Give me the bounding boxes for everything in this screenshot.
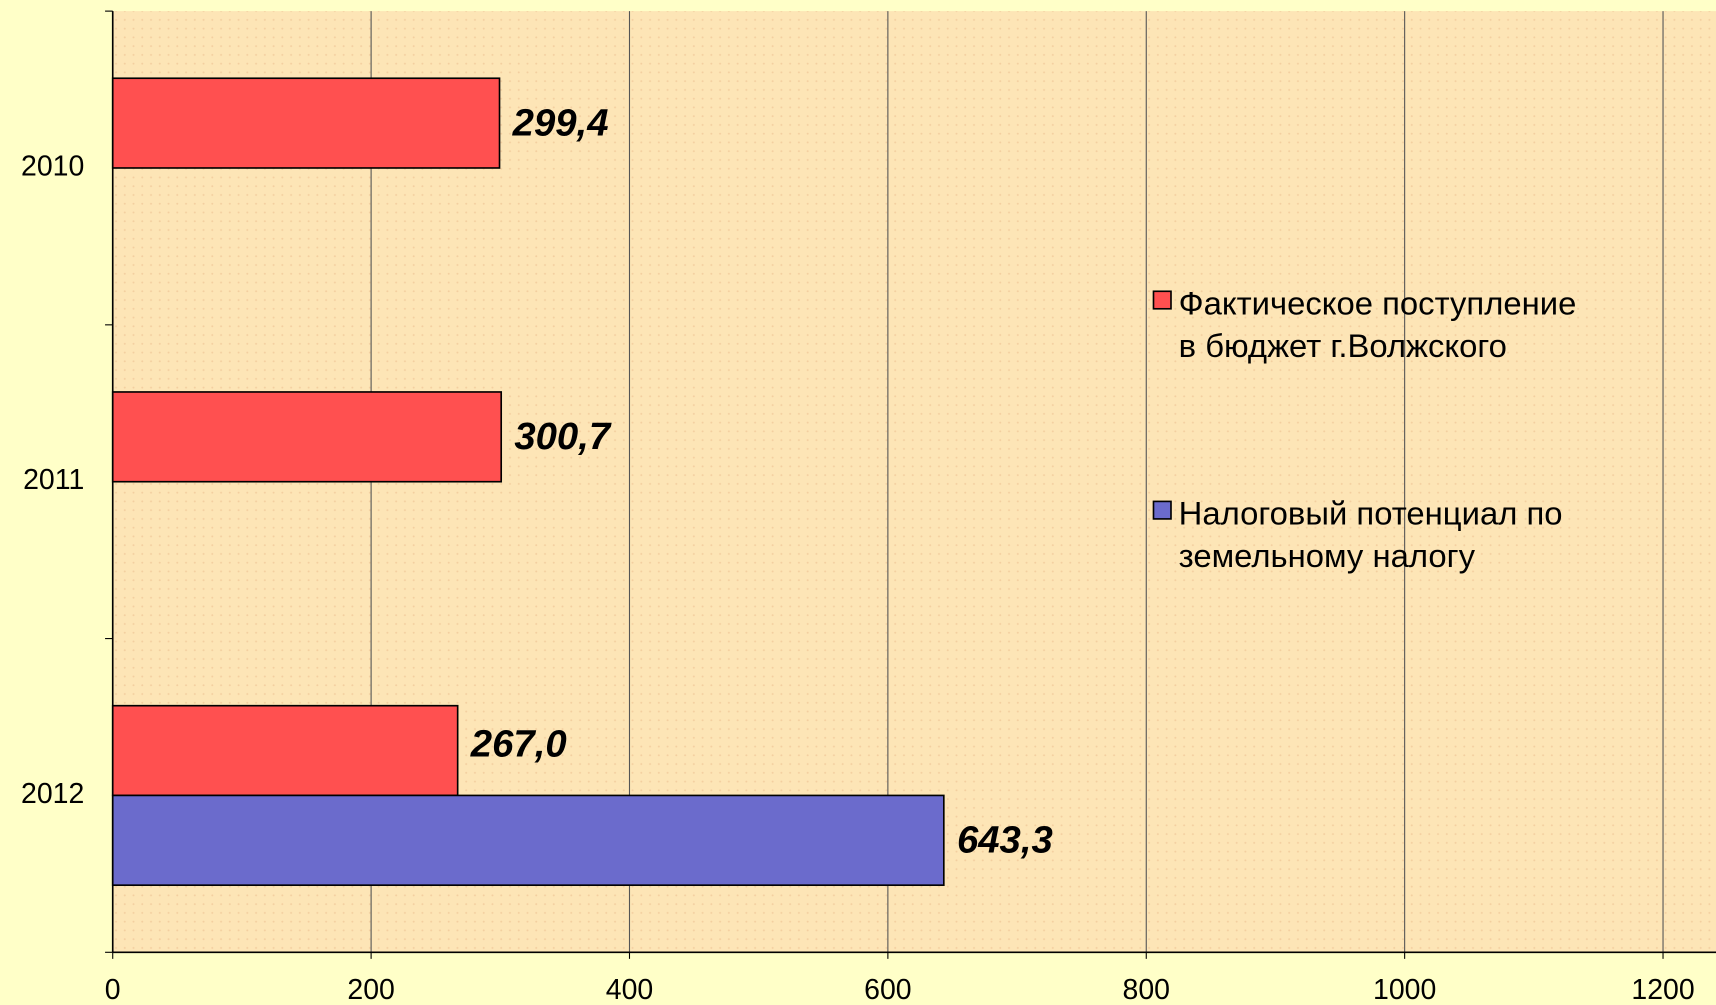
data-label: 267,0 <box>470 722 567 765</box>
data-label: 299,4 <box>512 101 609 144</box>
x-tick-label: 200 <box>347 974 394 1005</box>
y-tick-label: 2011 <box>23 464 84 496</box>
bar <box>111 391 503 483</box>
legend-label: Фактическое поступление в бюджет г.Волжс… <box>1178 285 1577 365</box>
bar <box>111 704 459 797</box>
x-tick-label: 400 <box>606 974 653 1005</box>
bar <box>111 794 945 886</box>
x-tick-label: 1000 <box>1373 974 1436 1005</box>
x-tick-label: 600 <box>864 974 911 1005</box>
data-label: 643,3 <box>957 819 1053 862</box>
y-tick-label: 2012 <box>21 778 84 810</box>
legend-swatch <box>1152 500 1172 520</box>
legend-item: Фактическое поступление в бюджет г.Волжс… <box>1178 285 1577 365</box>
y-tick-label: 2010 <box>21 150 84 182</box>
bar <box>111 77 501 169</box>
x-tick-label: 0 <box>105 974 121 1005</box>
legend-item: Налоговый потенциал по земельному налогу <box>1178 495 1563 575</box>
data-label: 300,7 <box>514 415 612 458</box>
legend-swatch <box>1152 290 1172 310</box>
x-tick-label: 1200 <box>1631 974 1694 1005</box>
x-tick-label: 800 <box>1123 974 1170 1005</box>
legend-label: Налоговый потенциал по земельному налогу <box>1178 495 1563 575</box>
